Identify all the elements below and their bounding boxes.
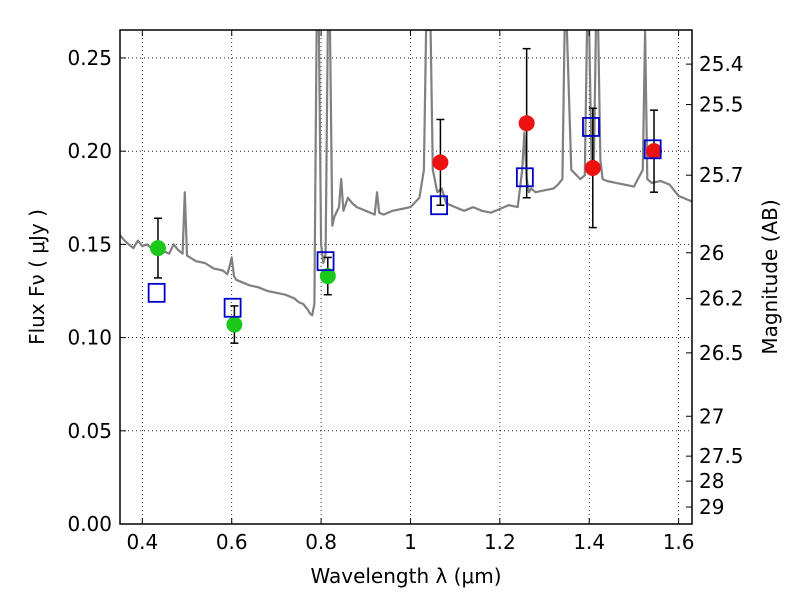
- model-point: [316, 251, 335, 272]
- y-tick-label: 0.00: [67, 512, 112, 536]
- x-tick-label: 1.4: [573, 530, 605, 554]
- model-point: [147, 282, 166, 303]
- y2-tick-label: 27: [699, 404, 724, 428]
- grid: [120, 30, 692, 524]
- axis-labels: Wavelength λ (μm) Flux Fν ( μJy ) Magnit…: [25, 199, 782, 588]
- y-axis-label: Flux Fν ( μJy ): [25, 209, 49, 345]
- data-point: [646, 143, 663, 160]
- y-tick-label: 0.10: [67, 326, 112, 350]
- y-tick-label: 0.20: [67, 139, 112, 163]
- y2-tick-label: 29: [699, 495, 724, 519]
- y2-tick-label: 25.7: [699, 163, 744, 187]
- axes-frame: [119, 29, 693, 525]
- y2-tick-label: 26.2: [699, 287, 744, 311]
- y-tick-label: 0.15: [67, 232, 112, 256]
- data-point: [432, 154, 449, 171]
- y2-tick-label: 26: [699, 241, 724, 265]
- y2-tick-label: 25.4: [699, 52, 744, 76]
- y2-tick-label: 25.5: [699, 93, 744, 117]
- data-point: [319, 268, 336, 285]
- y-tick-label: 0.25: [67, 46, 112, 70]
- y-tick-label: 0.05: [67, 419, 112, 443]
- x-tick-label: 1.6: [663, 530, 695, 554]
- model-spectrum-line: [120, 30, 692, 317]
- model-point: [643, 139, 662, 160]
- data-point: [226, 316, 243, 333]
- y2-tick-label: 28: [699, 469, 724, 493]
- model-point: [582, 117, 600, 137]
- x-tick-label: 1.2: [484, 530, 516, 554]
- model-point: [223, 297, 242, 318]
- ticks: 0.4 0.6 0.8 1 1.2 1.4 1.6 0.00 0.05 0.10 0.15 0.20 0…: [67, 30, 744, 554]
- plot-area: [120, 30, 692, 344]
- data-point: [584, 159, 601, 176]
- x-tick-label: 0.8: [305, 530, 337, 554]
- y2-tick-label: 26.5: [699, 341, 744, 365]
- x-tick-label: 0.6: [216, 530, 248, 554]
- data-point: [518, 115, 535, 132]
- x-tick-label: 1: [404, 530, 417, 554]
- model-point: [430, 195, 448, 216]
- x-axis-label: Wavelength λ (μm): [310, 564, 501, 588]
- y2-axis-label: Magnitude (AB): [758, 199, 782, 354]
- model-point: [515, 167, 534, 188]
- data-point: [149, 240, 166, 257]
- x-tick-label: 0.4: [126, 530, 158, 554]
- y2-tick-label: 27.5: [699, 444, 744, 468]
